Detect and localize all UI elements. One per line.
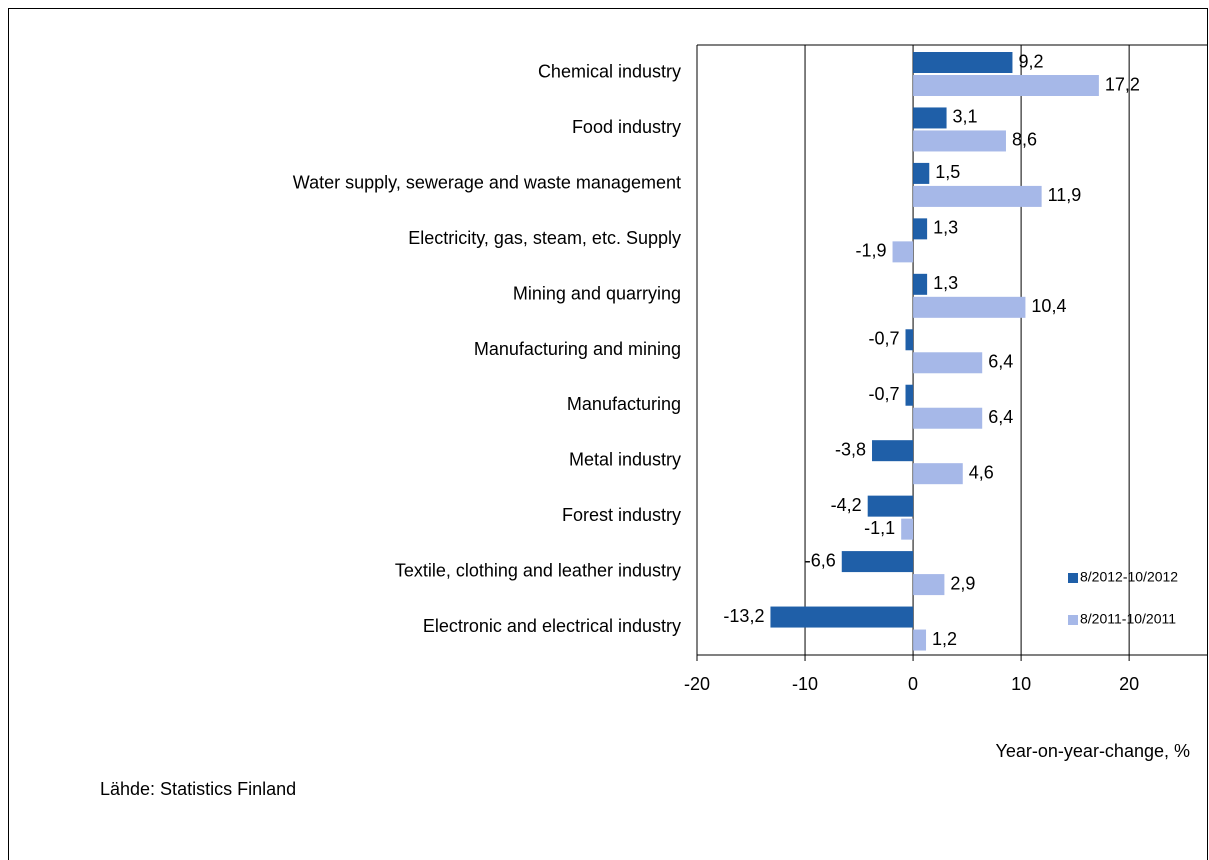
value-label: -1,1 bbox=[864, 518, 895, 538]
bar bbox=[913, 463, 963, 485]
y-tick-label: Chemical industry bbox=[538, 61, 681, 81]
value-label: 1,5 bbox=[935, 162, 960, 182]
value-label: 11,9 bbox=[1048, 185, 1082, 205]
legend-text: 8/2011-10/2011 bbox=[1080, 611, 1176, 627]
value-label: -0,7 bbox=[868, 329, 899, 349]
source: Lähde: Statistics Finland bbox=[100, 779, 296, 799]
bar bbox=[905, 329, 914, 351]
bar bbox=[901, 518, 914, 540]
y-tick-label: Metal industry bbox=[569, 450, 681, 470]
legend-text: 8/2012-10/2012 bbox=[1080, 569, 1178, 585]
x-tick-label: 20 bbox=[1119, 674, 1139, 694]
bar bbox=[905, 384, 914, 406]
value-label: -13,2 bbox=[723, 606, 764, 626]
value-label: 1,3 bbox=[933, 218, 958, 238]
bar bbox=[913, 185, 1042, 207]
y-tick-label: Textile, clothing and leather industry bbox=[395, 561, 681, 581]
bar bbox=[770, 606, 914, 628]
value-label: 3,1 bbox=[953, 107, 978, 127]
legend-swatch bbox=[1068, 615, 1078, 625]
bar bbox=[892, 241, 914, 263]
bar bbox=[913, 273, 928, 295]
bar bbox=[913, 574, 945, 596]
y-tick-label: Electricity, gas, steam, etc. Supply bbox=[408, 228, 681, 248]
x-tick-label: 0 bbox=[908, 674, 918, 694]
value-label: 6,4 bbox=[988, 407, 1013, 427]
y-tick-label: Forest industry bbox=[562, 505, 681, 525]
x-tick-label: -10 bbox=[792, 674, 818, 694]
y-tick-label: Electronic and electrical industry bbox=[423, 616, 681, 636]
value-label: 6,4 bbox=[988, 352, 1013, 372]
value-label: -1,9 bbox=[856, 241, 887, 261]
value-label: 2,9 bbox=[950, 573, 975, 593]
bar bbox=[913, 407, 983, 429]
bar bbox=[867, 495, 914, 517]
bar bbox=[913, 130, 1006, 152]
value-label: -4,2 bbox=[831, 495, 862, 515]
value-label: 9,2 bbox=[1018, 51, 1043, 71]
legend-swatch bbox=[1068, 573, 1078, 583]
y-tick-label: Food industry bbox=[572, 117, 681, 137]
x-tick-label: 10 bbox=[1011, 674, 1031, 694]
bar bbox=[913, 296, 1026, 318]
value-label: -0,7 bbox=[868, 384, 899, 404]
x-tick-label: -20 bbox=[684, 674, 710, 694]
bar bbox=[913, 352, 983, 374]
bar bbox=[913, 218, 928, 240]
y-tick-label: Manufacturing bbox=[567, 394, 681, 414]
value-label: 17,2 bbox=[1105, 74, 1140, 94]
bar bbox=[913, 75, 1099, 96]
value-label: -3,8 bbox=[835, 439, 866, 459]
bar bbox=[913, 52, 1013, 73]
value-label: 10,4 bbox=[1031, 296, 1066, 316]
bar bbox=[913, 107, 947, 129]
y-tick-label: Manufacturing and mining bbox=[474, 339, 681, 359]
y-tick-label: Water supply, sewerage and waste managem… bbox=[293, 172, 681, 192]
bar bbox=[913, 162, 930, 184]
value-label: 1,2 bbox=[932, 629, 957, 649]
chart-border bbox=[8, 8, 1208, 860]
x-axis-label: Year-on-year-change, % bbox=[996, 741, 1190, 761]
y-tick-label: Mining and quarrying bbox=[513, 283, 681, 303]
bar bbox=[872, 440, 914, 462]
value-label: 8,6 bbox=[1012, 130, 1037, 150]
bar bbox=[841, 551, 914, 573]
value-label: 1,3 bbox=[933, 273, 958, 293]
value-label: -6,6 bbox=[805, 550, 836, 570]
value-label: 4,6 bbox=[969, 462, 994, 482]
bar bbox=[913, 629, 927, 651]
